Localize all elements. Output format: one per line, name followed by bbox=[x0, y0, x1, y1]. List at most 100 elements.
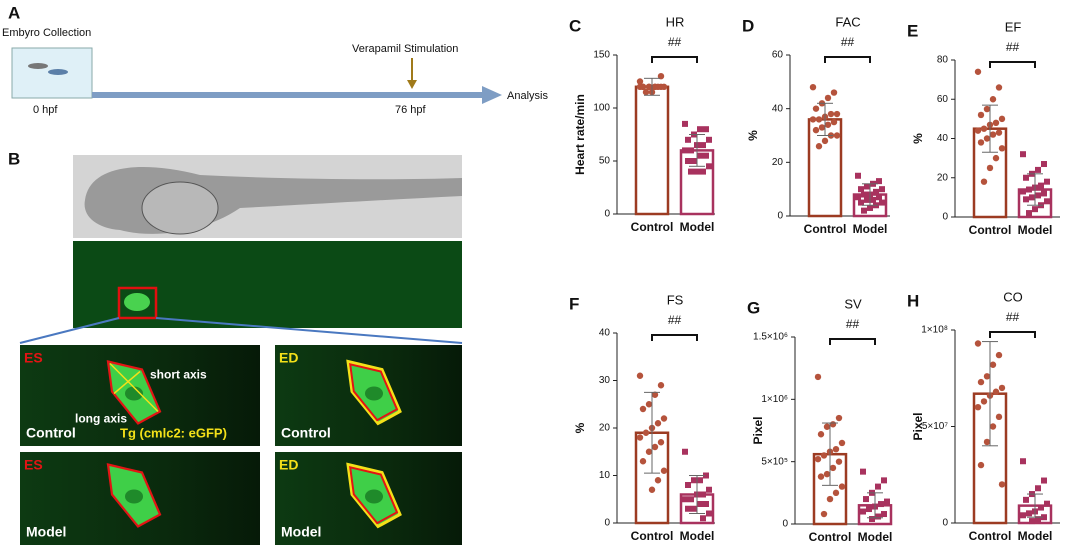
data-point bbox=[879, 186, 885, 193]
significance: ## bbox=[1006, 310, 1020, 324]
data-point bbox=[1038, 182, 1044, 189]
y-tick-label: 60 bbox=[772, 50, 784, 61]
data-point bbox=[1023, 196, 1029, 203]
y-tick-label: 30 bbox=[599, 375, 611, 386]
fish bbox=[28, 63, 48, 69]
significance-bracket bbox=[651, 334, 698, 341]
data-point bbox=[651, 83, 659, 91]
line-label: Tg (cmlc2: eGFP) bbox=[120, 425, 227, 440]
data-point bbox=[998, 145, 1006, 152]
data-point bbox=[639, 405, 647, 413]
data-point bbox=[977, 139, 985, 146]
timeline-label: 76 hpf bbox=[395, 104, 427, 116]
data-point bbox=[818, 124, 826, 131]
panel-letter: D bbox=[742, 16, 754, 35]
y-tick-label: 20 bbox=[937, 172, 949, 183]
data-point bbox=[703, 126, 709, 133]
panel-letter: C bbox=[569, 16, 581, 35]
data-point bbox=[1020, 188, 1026, 195]
axis-label: long axis bbox=[75, 412, 127, 426]
chart-title: EF bbox=[1005, 19, 1022, 34]
y-tick-label: 1×10⁸ bbox=[921, 325, 948, 336]
data-point bbox=[995, 413, 1003, 421]
chart-title: FS bbox=[667, 292, 684, 307]
data-point bbox=[827, 110, 835, 118]
fish bbox=[48, 69, 68, 75]
y-tick-label: 10 bbox=[599, 470, 611, 481]
y-tick-label: 1.5×10⁶ bbox=[753, 332, 788, 343]
data-point bbox=[657, 73, 665, 80]
heart-chamber bbox=[365, 386, 383, 401]
panel-letter: A bbox=[8, 3, 20, 22]
axis-line bbox=[109, 362, 159, 413]
y-axis-label: Pixel bbox=[751, 416, 765, 444]
x-tick-label: Control bbox=[804, 222, 847, 236]
data-point bbox=[685, 158, 691, 164]
data-point bbox=[1044, 178, 1050, 185]
data-point bbox=[703, 501, 709, 507]
x-tick-label: Model bbox=[853, 222, 888, 236]
data-point bbox=[1020, 151, 1026, 158]
data-point bbox=[832, 489, 840, 497]
data-point bbox=[820, 452, 828, 459]
significance-bracket bbox=[651, 56, 698, 63]
data-point bbox=[682, 147, 688, 154]
data-point bbox=[642, 429, 650, 436]
data-point bbox=[639, 83, 647, 91]
zoom-line bbox=[155, 317, 463, 344]
axis-label: short axis bbox=[150, 368, 207, 382]
data-point bbox=[977, 461, 985, 469]
data-point bbox=[861, 207, 867, 214]
data-point bbox=[1035, 166, 1041, 173]
data-point bbox=[697, 126, 703, 133]
data-point bbox=[645, 401, 653, 408]
data-point bbox=[838, 483, 846, 490]
data-point bbox=[706, 510, 712, 517]
y-tick-label: 150 bbox=[593, 50, 610, 61]
y-tick-label: 60 bbox=[937, 94, 949, 105]
data-point bbox=[829, 464, 837, 472]
chart-title: CO bbox=[1003, 289, 1023, 304]
y-tick-label: 5×10⁵ bbox=[761, 456, 788, 467]
data-point bbox=[974, 68, 982, 75]
data-point bbox=[832, 446, 840, 453]
data-point bbox=[636, 372, 644, 379]
outline bbox=[349, 363, 399, 422]
data-point bbox=[814, 373, 822, 381]
data-point bbox=[682, 448, 688, 455]
data-point bbox=[881, 511, 887, 518]
data-point bbox=[682, 496, 688, 503]
panel-letter: F bbox=[569, 294, 579, 313]
data-point bbox=[989, 361, 997, 368]
data-point bbox=[697, 501, 703, 507]
data-point bbox=[700, 491, 706, 498]
data-point bbox=[1041, 161, 1047, 168]
y-tick-label: 20 bbox=[772, 157, 784, 168]
data-point bbox=[974, 404, 982, 411]
significance: ## bbox=[668, 35, 682, 49]
group-label: Control bbox=[281, 425, 331, 441]
data-point bbox=[824, 121, 832, 128]
data-point bbox=[983, 135, 991, 142]
data-point bbox=[700, 515, 706, 522]
chart-title: SV bbox=[844, 296, 862, 311]
data-point bbox=[685, 482, 691, 488]
x-tick-label: Model bbox=[1018, 529, 1053, 543]
data-point bbox=[995, 351, 1003, 359]
y-tick-label: 20 bbox=[599, 423, 611, 434]
timeline bbox=[92, 92, 482, 98]
data-point bbox=[685, 136, 691, 143]
data-point bbox=[995, 129, 1003, 136]
data-point bbox=[654, 420, 662, 427]
y-axis-label: % bbox=[911, 133, 925, 144]
x-tick-label: Control bbox=[631, 529, 674, 543]
data-point bbox=[809, 84, 817, 91]
data-point bbox=[864, 183, 870, 190]
data-point bbox=[691, 158, 697, 164]
data-point bbox=[980, 398, 988, 405]
y-axis-label: % bbox=[573, 422, 587, 433]
data-point bbox=[1020, 512, 1026, 519]
data-point bbox=[651, 391, 659, 398]
data-point bbox=[974, 340, 982, 347]
